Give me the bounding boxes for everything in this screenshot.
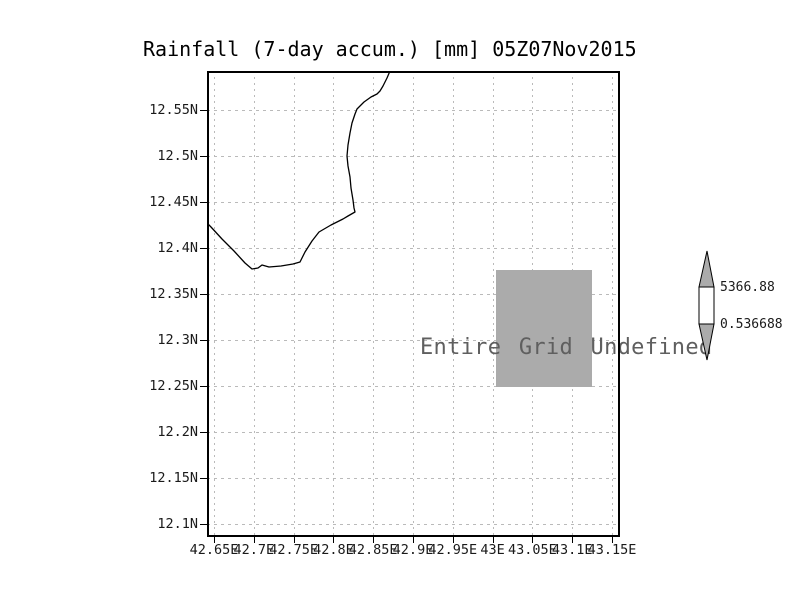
h-gridline bbox=[207, 524, 620, 525]
x-tick-label: 43E bbox=[480, 542, 505, 558]
y-tick-label: 12.4N bbox=[157, 240, 198, 256]
y-tick-label: 12.45N bbox=[149, 194, 198, 210]
x-axis-tick bbox=[413, 537, 414, 543]
coastline-map bbox=[207, 71, 391, 270]
x-tick-label: 42.85E bbox=[348, 542, 398, 558]
v-gridline bbox=[293, 71, 295, 537]
colorbar-max-label: 5366.88 bbox=[720, 280, 775, 295]
y-axis-tick bbox=[200, 478, 207, 479]
x-axis-tick bbox=[572, 537, 574, 543]
y-axis-tick bbox=[200, 248, 207, 249]
coastline-path bbox=[207, 71, 391, 270]
h-gridline bbox=[207, 248, 620, 249]
x-axis-tick bbox=[612, 537, 613, 543]
x-axis-tick bbox=[293, 537, 295, 543]
v-gridline bbox=[373, 71, 375, 537]
y-axis-tick bbox=[200, 386, 207, 387]
h-gridline bbox=[207, 340, 620, 341]
y-axis-tick bbox=[200, 156, 207, 157]
x-tick-label: 42.7E bbox=[233, 542, 275, 558]
y-tick-label: 12.25N bbox=[149, 378, 198, 394]
colorbar-band bbox=[698, 286, 715, 325]
y-tick-label: 12.5N bbox=[157, 148, 198, 164]
h-gridline bbox=[207, 478, 620, 479]
x-tick-label: 42.95E bbox=[428, 542, 478, 558]
x-axis-tick bbox=[333, 537, 335, 543]
y-axis-tick bbox=[200, 340, 207, 341]
grid-undefined-message: Entire Grid Undefined bbox=[420, 335, 713, 360]
x-axis-tick bbox=[253, 537, 255, 543]
x-axis-tick bbox=[532, 537, 534, 543]
y-tick-label: 12.1N bbox=[157, 516, 198, 532]
h-gridline bbox=[207, 294, 620, 295]
x-axis-tick bbox=[452, 537, 454, 543]
colorbar-lower-arrow-icon bbox=[698, 323, 715, 361]
y-tick-label: 12.55N bbox=[149, 102, 198, 118]
v-gridline bbox=[612, 71, 613, 537]
v-gridline bbox=[492, 71, 494, 537]
y-axis-tick bbox=[200, 432, 207, 433]
x-tick-label: 43.15E bbox=[587, 542, 637, 558]
v-gridline bbox=[413, 71, 414, 537]
y-tick-label: 12.15N bbox=[149, 470, 198, 486]
y-tick-label: 12.3N bbox=[157, 332, 198, 348]
undefined-data-region bbox=[496, 270, 592, 387]
x-tick-label: 42.9E bbox=[392, 542, 434, 558]
y-axis-tick bbox=[200, 110, 207, 111]
y-axis-tick bbox=[200, 524, 207, 525]
x-tick-label: 42.65E bbox=[189, 542, 239, 558]
x-tick-label: 42.75E bbox=[269, 542, 318, 558]
colorbar-min-label: 0.536688 bbox=[720, 317, 783, 332]
x-axis-tick bbox=[492, 537, 494, 543]
h-gridline bbox=[207, 202, 620, 203]
colorbar bbox=[698, 250, 715, 361]
y-tick-label: 12.2N bbox=[157, 424, 198, 440]
x-tick-label: 42.8E bbox=[313, 542, 354, 558]
y-axis-tick bbox=[200, 202, 207, 203]
v-gridline bbox=[214, 71, 215, 537]
x-axis-tick bbox=[214, 537, 215, 543]
v-gridline bbox=[253, 71, 255, 537]
h-gridline bbox=[207, 110, 620, 111]
chart-title: Rainfall (7-day accum.) [mm] 05Z07Nov201… bbox=[143, 37, 637, 61]
v-gridline bbox=[452, 71, 454, 537]
x-tick-label: 43.1E bbox=[551, 542, 593, 558]
y-tick-label: 12.35N bbox=[149, 286, 198, 302]
h-gridline bbox=[207, 386, 620, 387]
colorbar-upper-arrow-icon bbox=[698, 250, 715, 288]
y-axis-tick bbox=[200, 294, 207, 295]
h-gridline bbox=[207, 156, 620, 157]
map-plot-area: Entire Grid Undefined bbox=[207, 71, 712, 537]
x-tick-label: 43.05E bbox=[508, 542, 557, 558]
h-gridline bbox=[207, 432, 620, 433]
v-gridline bbox=[333, 71, 335, 537]
x-axis-tick bbox=[373, 537, 375, 543]
